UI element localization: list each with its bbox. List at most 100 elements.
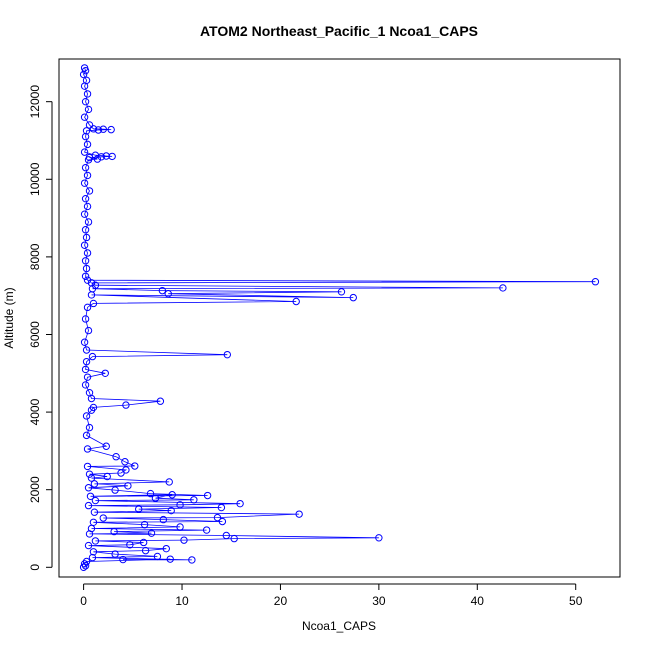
- data-point: [349, 293, 357, 302]
- data-point: [83, 140, 92, 149]
- data-point: [107, 125, 115, 134]
- data-point: [158, 286, 167, 295]
- data-point: [99, 514, 107, 522]
- data-point: [156, 397, 165, 405]
- data-point: [90, 480, 99, 488]
- data-point: [94, 126, 103, 134]
- x-tick-label: 40: [471, 594, 485, 608]
- data-point: [153, 552, 162, 561]
- data-point: [87, 474, 96, 482]
- x-tick-label: 30: [372, 594, 386, 608]
- data-point: [97, 153, 106, 161]
- data-point: [80, 148, 89, 156]
- data-point: [83, 462, 92, 471]
- data-point: [81, 257, 90, 265]
- data-point: [122, 401, 130, 409]
- data-point: [87, 291, 96, 299]
- series-layer: [79, 64, 600, 571]
- data-point: [110, 527, 118, 536]
- data-point: [203, 491, 212, 500]
- data-point: [101, 369, 109, 377]
- data-point: [79, 70, 88, 79]
- data-point: [176, 501, 184, 509]
- data-point: [82, 233, 91, 242]
- data-point: [91, 496, 100, 505]
- data-point: [146, 489, 155, 498]
- data-point: [236, 499, 244, 508]
- data-point: [202, 526, 211, 534]
- y-tick-label: 4000: [28, 398, 42, 425]
- data-point: [84, 156, 93, 164]
- data-point: [139, 538, 148, 547]
- data-point: [87, 406, 96, 414]
- data-point: [80, 82, 89, 90]
- data-point: [218, 517, 227, 526]
- data-point: [90, 508, 99, 516]
- data-point: [83, 445, 92, 453]
- data-point: [83, 373, 92, 381]
- chart-title: ATOM2 Northeast_Pacific_1 Ncoa1_CAPS: [200, 23, 478, 39]
- data-point: [213, 513, 222, 522]
- data-point: [117, 469, 125, 477]
- data-point: [140, 520, 149, 529]
- data-point: [89, 125, 98, 133]
- data-point: [124, 482, 132, 490]
- data-point: [81, 381, 90, 389]
- data-point: [93, 155, 102, 163]
- y-tick-label: 6000: [28, 321, 42, 348]
- data-point: [89, 299, 98, 308]
- x-tick-label: 10: [175, 594, 189, 608]
- data-point: [180, 536, 188, 544]
- x-tick-label: 0: [80, 594, 87, 608]
- data-point: [135, 505, 143, 513]
- data-point: [81, 315, 90, 323]
- data-point: [85, 121, 94, 129]
- y-tick-label: 12000: [28, 85, 42, 119]
- data-point: [111, 486, 119, 494]
- data-point: [83, 171, 92, 180]
- data-point: [85, 470, 94, 478]
- data-point: [85, 423, 94, 432]
- data-point: [223, 350, 232, 359]
- data-point: [87, 394, 96, 403]
- y-axis: 0 2000 4000 6000 8000 10000 12000: [28, 85, 53, 571]
- data-point: [82, 264, 91, 273]
- data-point: [80, 179, 89, 187]
- data-point: [165, 478, 173, 486]
- data-point: [82, 346, 91, 354]
- y-tick-label: 0: [28, 564, 42, 571]
- data-point: [159, 515, 168, 524]
- data-point: [81, 132, 90, 141]
- x-tick-label: 20: [274, 594, 288, 608]
- x-axis: 0 10 20 30 40 50: [80, 583, 583, 608]
- data-point: [88, 352, 97, 361]
- data-point: [84, 105, 93, 114]
- data-point: [147, 529, 156, 537]
- data-point: [88, 553, 97, 562]
- data-point: [83, 249, 92, 257]
- data-point: [81, 365, 90, 374]
- data-point: [81, 66, 90, 75]
- data-point: [84, 326, 93, 335]
- data-point: [176, 523, 184, 531]
- data-point: [337, 288, 346, 296]
- data-point: [111, 550, 119, 558]
- data-point: [162, 544, 170, 553]
- data-point: [168, 491, 176, 499]
- data-point: [292, 297, 300, 306]
- data-point: [83, 90, 92, 98]
- data-point: [102, 442, 110, 450]
- data-point: [82, 412, 91, 420]
- data-point: [141, 546, 150, 555]
- data-point: [164, 290, 172, 298]
- data-point: [84, 218, 93, 226]
- data-point: [222, 531, 231, 540]
- data-point: [81, 194, 90, 203]
- data-point: [82, 431, 91, 440]
- data-point: [166, 555, 174, 563]
- data-point: [499, 284, 507, 292]
- data-point: [79, 563, 88, 571]
- y-axis-label: Altitude (m): [2, 287, 16, 348]
- y-tick-label: 8000: [28, 243, 42, 270]
